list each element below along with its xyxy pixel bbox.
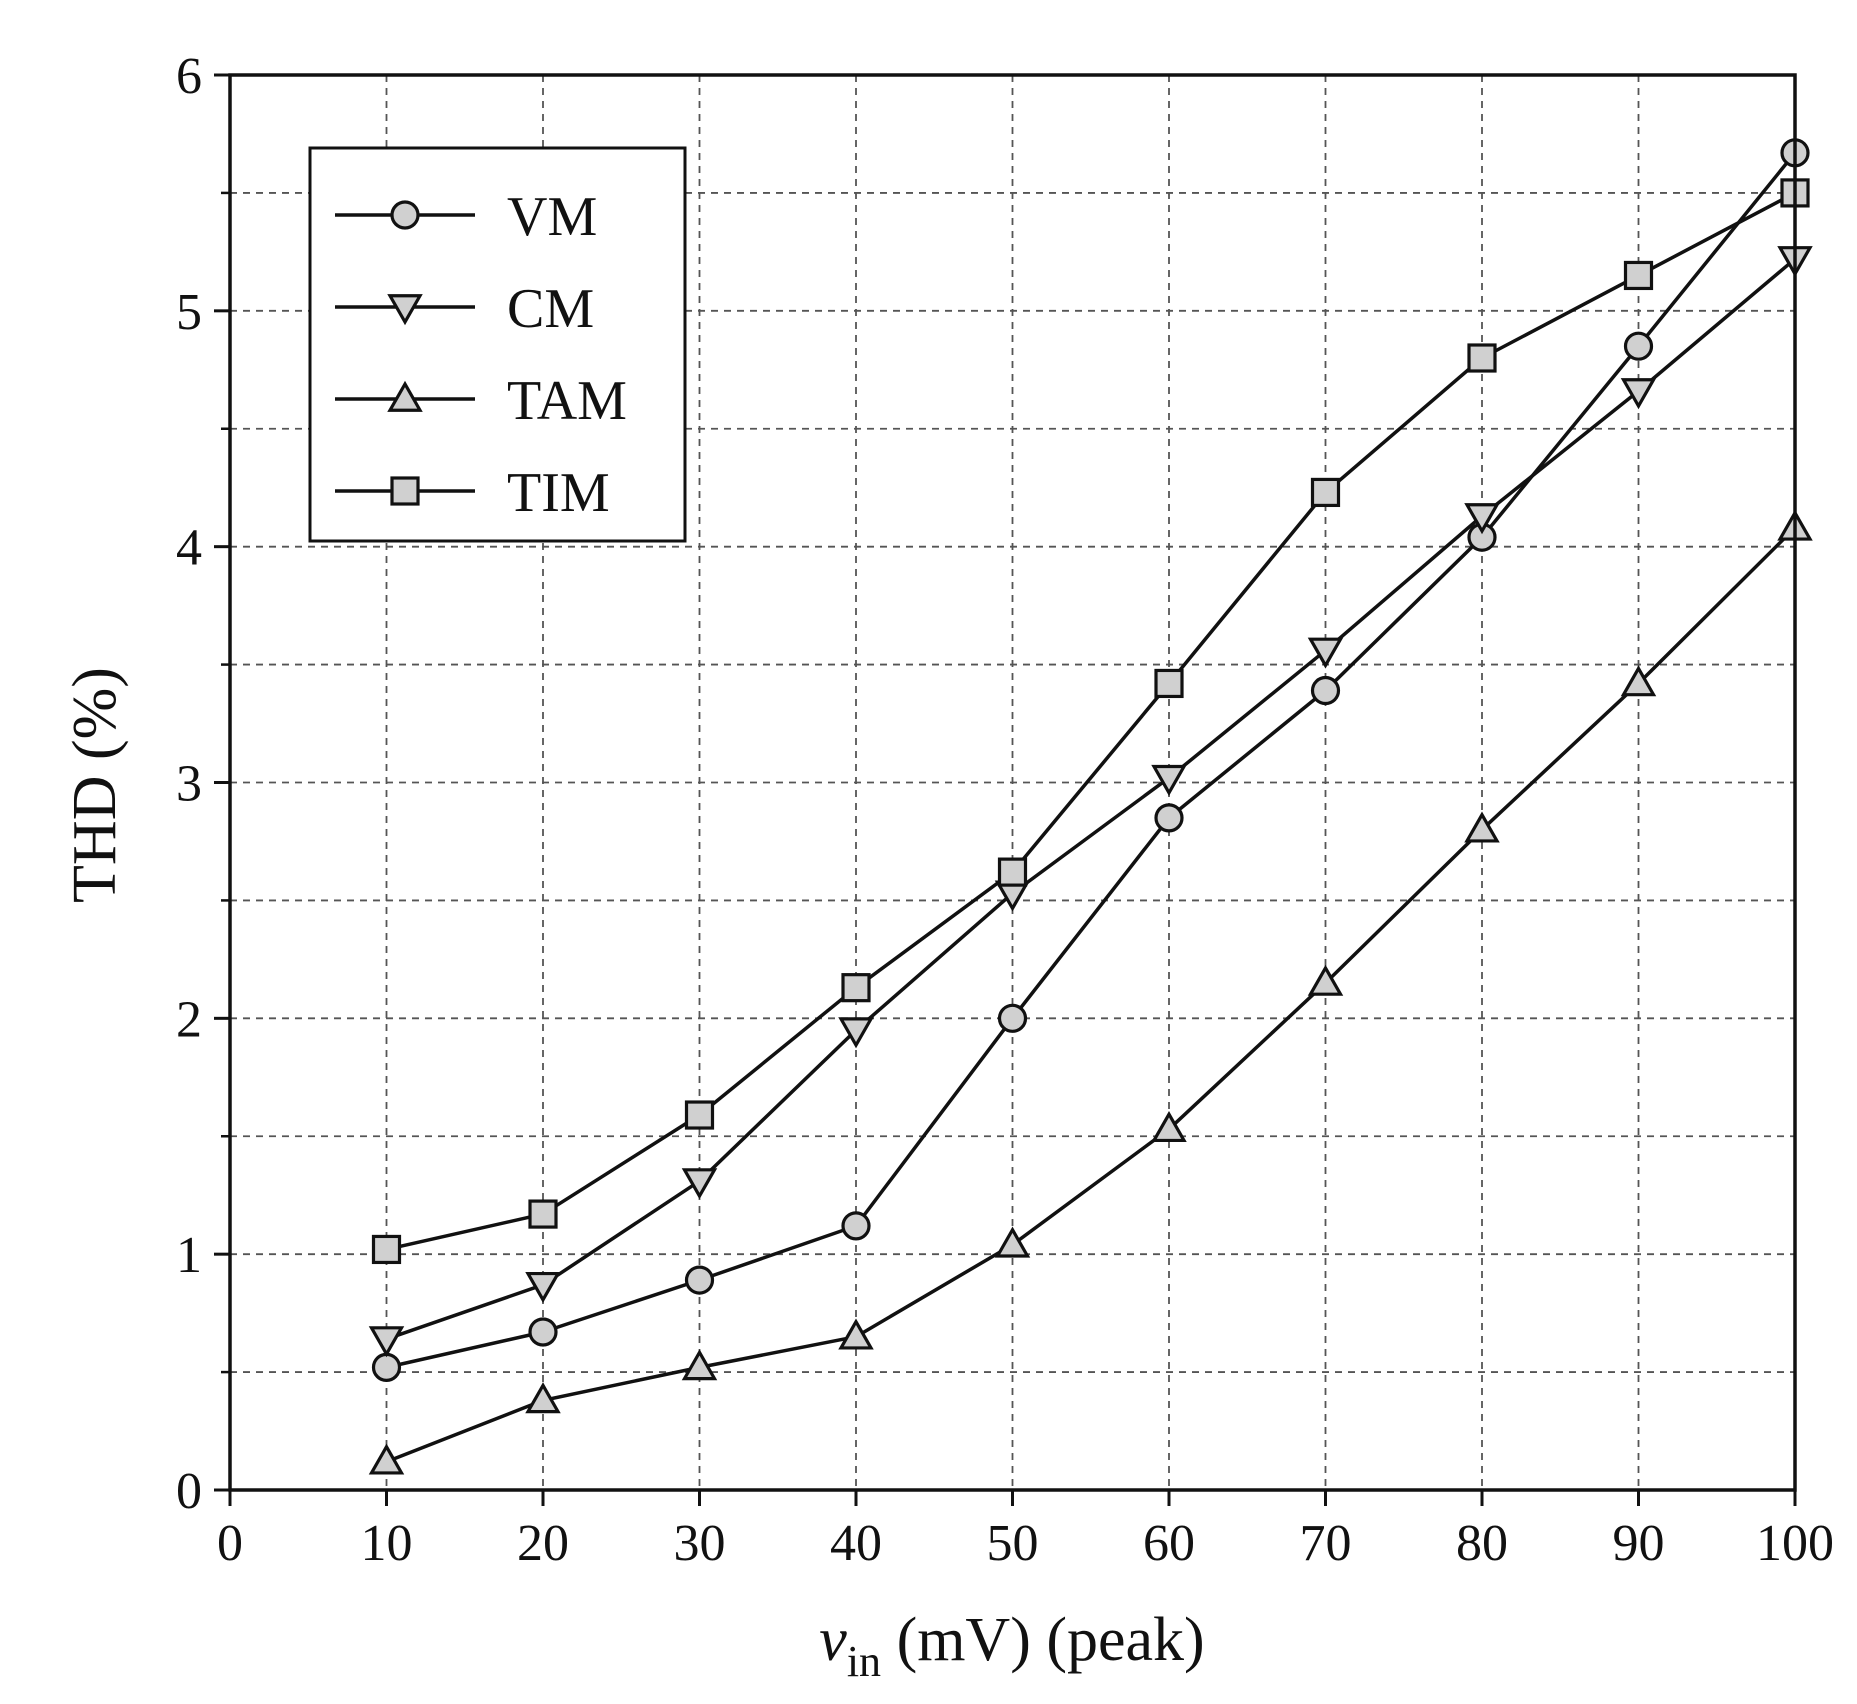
x-tick-label: 50: [987, 1515, 1039, 1572]
series-cm: [368, 246, 1813, 1358]
x-axis-label-subscript: in: [847, 1637, 881, 1686]
data-point-tim: [841, 973, 871, 1003]
x-axis-label: vin (mV) (peak): [819, 1606, 1204, 1686]
y-tick-label: 1: [176, 1227, 202, 1284]
data-point-vm: [841, 1211, 871, 1241]
legend-marker-tam: [387, 380, 423, 412]
series-tim: [371, 178, 1810, 1265]
x-tick-label: 70: [1300, 1515, 1352, 1572]
data-point-tim: [684, 1100, 715, 1130]
data-point-vm: [1623, 331, 1654, 361]
y-axis-label: THD (%): [61, 667, 129, 903]
legend-item-vm: VM: [335, 186, 597, 248]
legend-label-cm: CM: [507, 278, 594, 340]
y-tick-label: 2: [176, 991, 202, 1048]
data-point-cm: [838, 1017, 874, 1049]
data-point-cm: [368, 1326, 405, 1358]
y-tick-label: 6: [176, 48, 202, 105]
legend-marker-tim: [390, 476, 420, 506]
data-point-tam: [994, 1226, 1031, 1258]
data-point-vm: [1154, 803, 1184, 833]
legend-label-vm: VM: [507, 186, 597, 248]
legend-marker-vm: [390, 200, 420, 230]
data-point-tim: [1623, 260, 1654, 291]
data-point-cm: [1620, 378, 1657, 410]
data-point-tam: [1620, 665, 1657, 697]
y-tick-label: 3: [176, 756, 202, 813]
x-tick-label: 100: [1756, 1515, 1834, 1572]
y-tick-label: 5: [176, 284, 202, 341]
legend: VM CM TAM TIM: [308, 146, 687, 543]
data-point-tam: [1307, 964, 1344, 996]
data-point-vm: [371, 1352, 402, 1382]
x-tick-label: 20: [517, 1515, 569, 1572]
x-tick-label: 0: [217, 1515, 243, 1572]
legend-item-cm: CM: [335, 278, 594, 340]
data-point-tim: [1310, 477, 1341, 508]
data-point-tim: [1154, 668, 1184, 699]
x-axis-label-variable: v: [819, 1606, 847, 1674]
legend-box: [308, 146, 687, 543]
series-vm: [371, 138, 1810, 1382]
x-tick-label: 40: [830, 1515, 882, 1572]
data-point-tim: [997, 857, 1028, 887]
data-point-tam: [525, 1382, 561, 1414]
data-point-cm: [1151, 764, 1187, 797]
series-line-vm: [386, 151, 1797, 1370]
data-point-vm: [528, 1317, 558, 1347]
legend-marker-cm: [387, 294, 423, 326]
data-point-cm: [525, 1271, 561, 1304]
data-point-vm: [1310, 675, 1341, 706]
series-layer: [368, 138, 1813, 1475]
y-tick-label: 4: [176, 520, 202, 577]
ticks: 0 10 20 30 40 50 60 70 80 90 100 0 1 2 3 4 5 6: [176, 48, 1834, 1572]
data-point-tim: [1467, 343, 1497, 373]
legend-label-tim: TIM: [507, 462, 610, 524]
x-tick-label: 60: [1143, 1515, 1195, 1572]
grid: [230, 75, 1795, 1490]
series-line-cm: [385, 257, 1797, 1341]
data-point-vm: [684, 1265, 715, 1295]
series-line-tim: [386, 191, 1796, 1252]
series-tam: [368, 509, 1813, 1475]
data-point-tam: [681, 1349, 718, 1381]
data-point-tam: [1151, 1110, 1187, 1143]
data-point-tam: [838, 1318, 874, 1350]
y-tick-label: 0: [176, 1463, 202, 1520]
data-point-tam: [368, 1443, 405, 1475]
data-point-tam: [1464, 811, 1500, 843]
data-point-cm: [1307, 637, 1344, 669]
data-point-cm: [681, 1168, 718, 1200]
x-tick-label: 80: [1456, 1515, 1508, 1572]
x-tick-label: 90: [1613, 1515, 1665, 1572]
legend-item-tim: TIM: [335, 462, 610, 524]
data-point-tim: [371, 1234, 402, 1265]
data-point-vm: [997, 1003, 1028, 1033]
data-point-tim: [528, 1199, 558, 1229]
x-axis-label-units: (mV) (peak): [881, 1606, 1205, 1674]
legend-item-tam: TAM: [335, 370, 627, 432]
x-tick-label: 10: [361, 1515, 413, 1572]
series-line-tam: [385, 526, 1797, 1464]
data-point-cm: [1464, 503, 1500, 535]
legend-label-tam: TAM: [507, 370, 627, 432]
x-tick-label: 30: [674, 1515, 726, 1572]
